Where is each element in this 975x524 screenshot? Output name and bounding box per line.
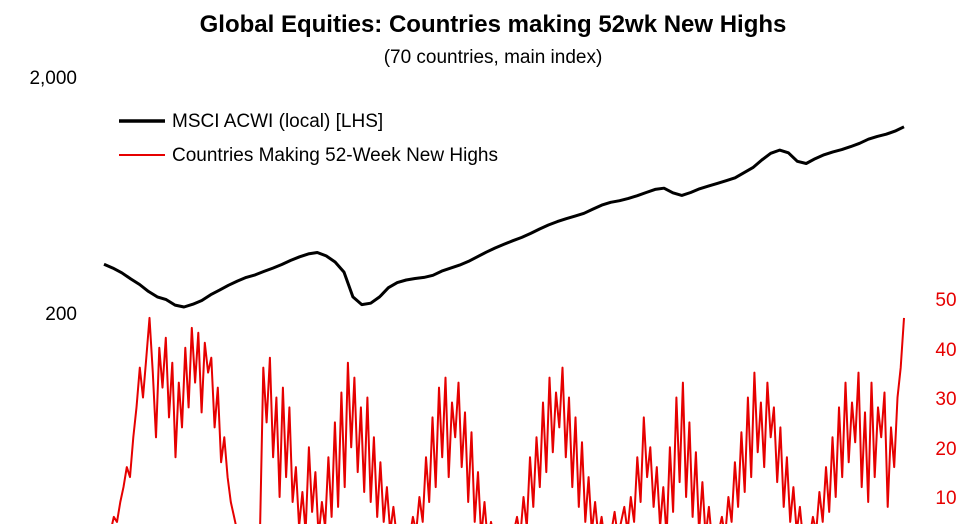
- chart-title: Global Equities: Countries making 52wk N…: [200, 11, 787, 38]
- right-axis-tick-label: 20: [935, 439, 956, 460]
- legend-label-msci: MSCI ACWI (local) [LHS]: [172, 111, 383, 132]
- right-axis-tick-label: 50: [935, 290, 956, 311]
- right-axis-tick-label: 40: [935, 340, 956, 361]
- series-line-msci-acwi: [103, 125, 905, 309]
- left-axis-tick-label: 200: [45, 304, 77, 325]
- legend-label-new-highs: Countries Making 52-Week New Highs: [172, 145, 498, 166]
- right-axis-tick-label: 10: [935, 488, 956, 509]
- left-axis-tick-label: 2,000: [29, 68, 77, 89]
- right-axis-tick-label: 30: [935, 389, 956, 410]
- legend: MSCI ACWI (local) [LHS] Countries Making…: [119, 111, 498, 166]
- chart-subtitle: (70 countries, main index): [384, 47, 603, 68]
- series-line-new-highs: [111, 316, 905, 524]
- series-layer: [103, 125, 905, 524]
